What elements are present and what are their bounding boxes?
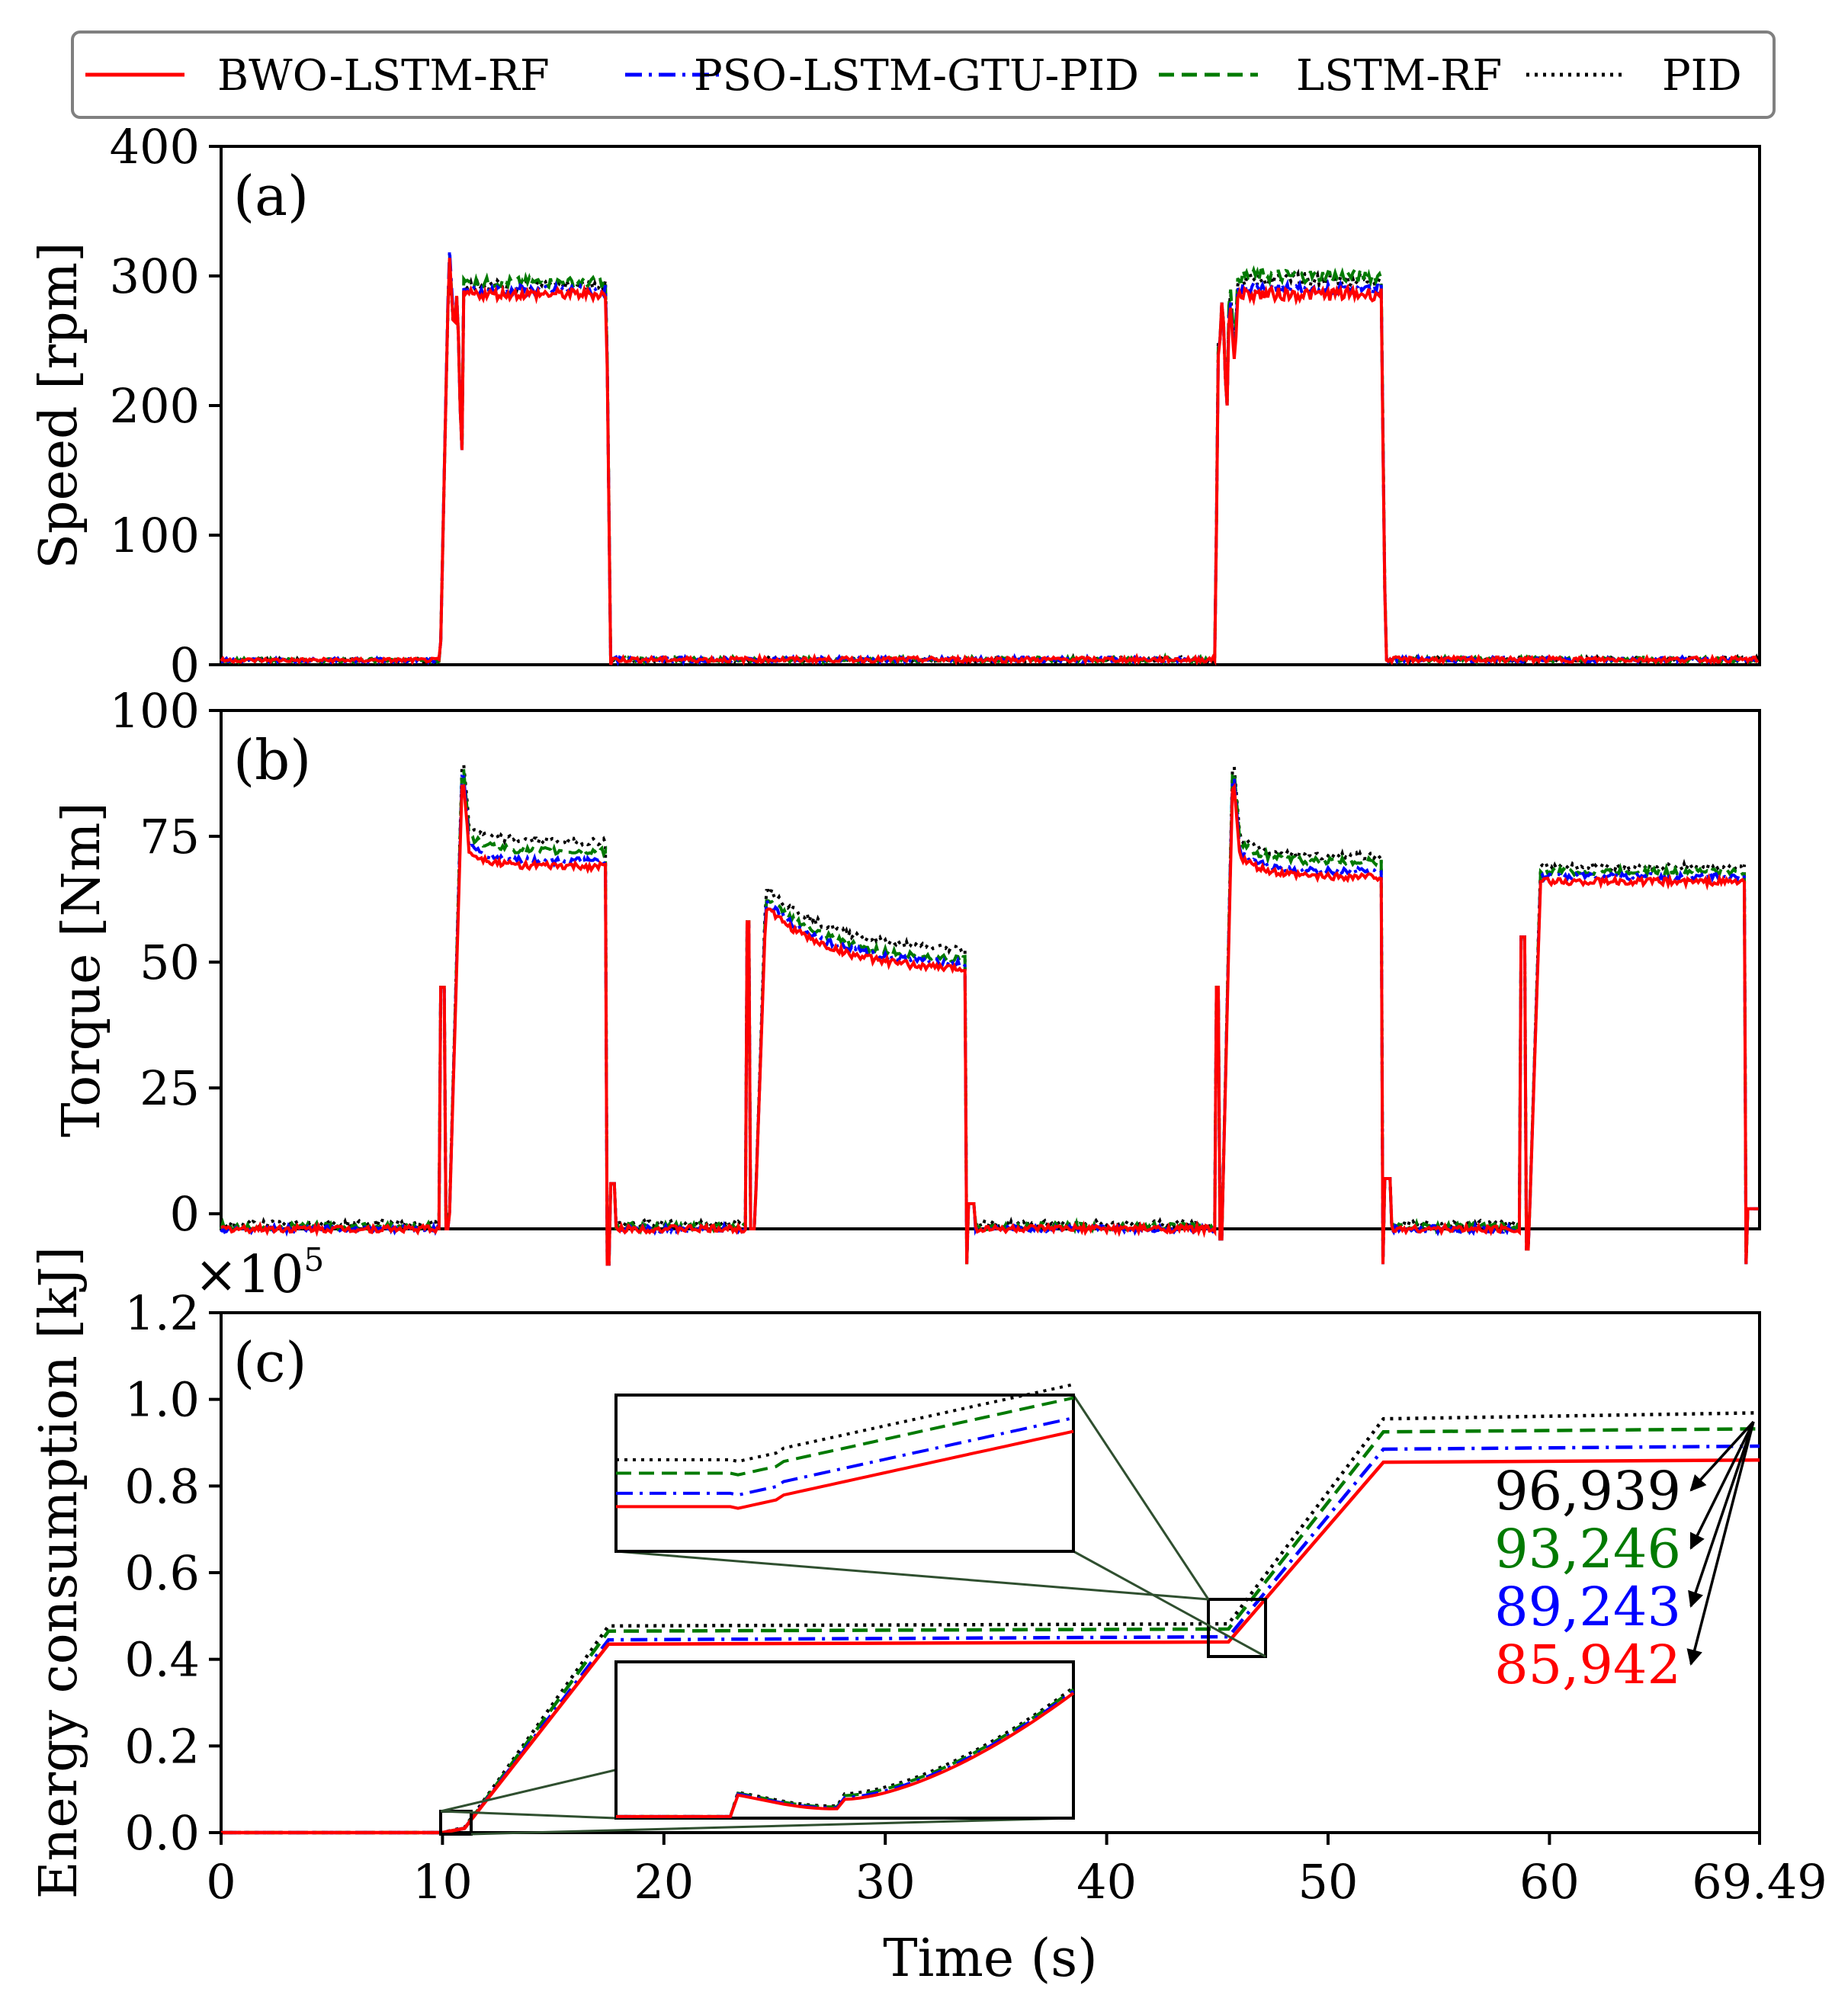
torque-line-bwo: [220, 782, 1759, 1266]
panel-c: (c) Energy consumption [kJ] ×105 0.0 0.2 0…: [29, 1241, 1827, 1989]
panel-b-ylabel: Torque [Nm]: [52, 802, 112, 1137]
ytick-label: 400: [110, 119, 200, 175]
inset-line-pid: [616, 1383, 1074, 1464]
panel-c-ylabel: Energy consumption [kJ]: [29, 1246, 89, 1899]
ytick-label: 0.8: [124, 1458, 200, 1514]
final-value-pid: 96,939: [1494, 1460, 1681, 1522]
inset-connector: [1073, 1550, 1266, 1658]
xtick-label: 69.49: [1692, 1854, 1827, 1910]
xtick-label: 20: [634, 1854, 694, 1910]
panel-b-label: (b): [233, 728, 311, 792]
inset-line-bwo: [616, 1429, 1074, 1510]
ytick-label: 75: [140, 809, 200, 864]
xtick-label: 50: [1298, 1854, 1359, 1910]
final-value-arrow: [1688, 1421, 1755, 1608]
ytick-label: 100: [110, 508, 200, 563]
panel-c-label: (c): [233, 1330, 307, 1394]
final-value-lstm: 93,246: [1494, 1518, 1681, 1580]
legend-label-pso: PSO-LSTM-GTU-PID: [694, 51, 1139, 101]
inset-connector: [440, 1810, 617, 1820]
ytick-label: 50: [140, 935, 200, 990]
speed-line-pid: [220, 260, 1760, 666]
xtick-label: 30: [855, 1854, 916, 1910]
inset-line-lstm: [616, 1396, 1074, 1477]
ytick-label: 25: [140, 1060, 200, 1116]
xtick-label: 10: [412, 1854, 473, 1910]
xtick-label: 0: [206, 1854, 236, 1910]
inset-source-zoom-46s: [1207, 1598, 1267, 1658]
final-value-bwo: 85,942: [1494, 1634, 1681, 1696]
legend: BWO-LSTM-RF PSO-LSTM-GTU-PID LSTM-RF PID: [71, 30, 1776, 119]
ytick-label: 0: [170, 637, 200, 693]
final-value-arrow: [1689, 1421, 1755, 1550]
inset-line-pso: [616, 1416, 1074, 1497]
xtick-label: 40: [1076, 1854, 1137, 1910]
energy-line-lstm: [221, 1427, 1760, 1835]
x-axis-label: Time (s): [883, 1929, 1097, 1989]
legend-box: [71, 30, 1776, 119]
ytick-label: 1.2: [124, 1285, 200, 1341]
energy-line-pso: [221, 1444, 1760, 1835]
legend-label-pid: PID: [1662, 51, 1742, 101]
speed-line-bwo: [220, 258, 1760, 666]
final-value-arrow: [1689, 1420, 1755, 1492]
ytick-label: 1.0: [124, 1372, 200, 1428]
ytick-label: 0.6: [124, 1545, 200, 1601]
inset-connector: [470, 1817, 1074, 1836]
ytick-label: 0.2: [124, 1718, 200, 1774]
inset-connector: [615, 1550, 1209, 1601]
panel-a-ylabel: Speed [rpm]: [29, 242, 89, 569]
ytick-label: 200: [110, 378, 200, 434]
inset-line-bwo: [616, 1692, 1075, 1818]
energy-line-pid: [221, 1411, 1760, 1835]
ytick-label: 100: [110, 683, 200, 739]
final-value-arrow: [1686, 1421, 1755, 1666]
ytick-label: 300: [110, 249, 200, 304]
legend-label-bwo: BWO-LSTM-RF: [217, 51, 550, 101]
legend-label-lstm: LSTM-RF: [1296, 51, 1502, 101]
panel-b: (b) Torque [Nm] 0 25 50 75 100: [52, 683, 1761, 1266]
panel-a: (a) Speed [rpm] 0 100 200 300 400: [29, 119, 1761, 693]
ytick-label: 0.0: [124, 1805, 200, 1861]
panel-a-frame: [220, 145, 1761, 666]
final-value-pso: 89,243: [1494, 1576, 1681, 1638]
panel-c-scale-factor: ×105: [194, 1241, 324, 1305]
inset-connector: [1072, 1394, 1210, 1600]
panel-a-label: (a): [233, 164, 309, 228]
xtick-label: 60: [1519, 1854, 1580, 1910]
ytick-label: 0.4: [124, 1632, 200, 1688]
ytick-label: 0: [170, 1186, 200, 1242]
